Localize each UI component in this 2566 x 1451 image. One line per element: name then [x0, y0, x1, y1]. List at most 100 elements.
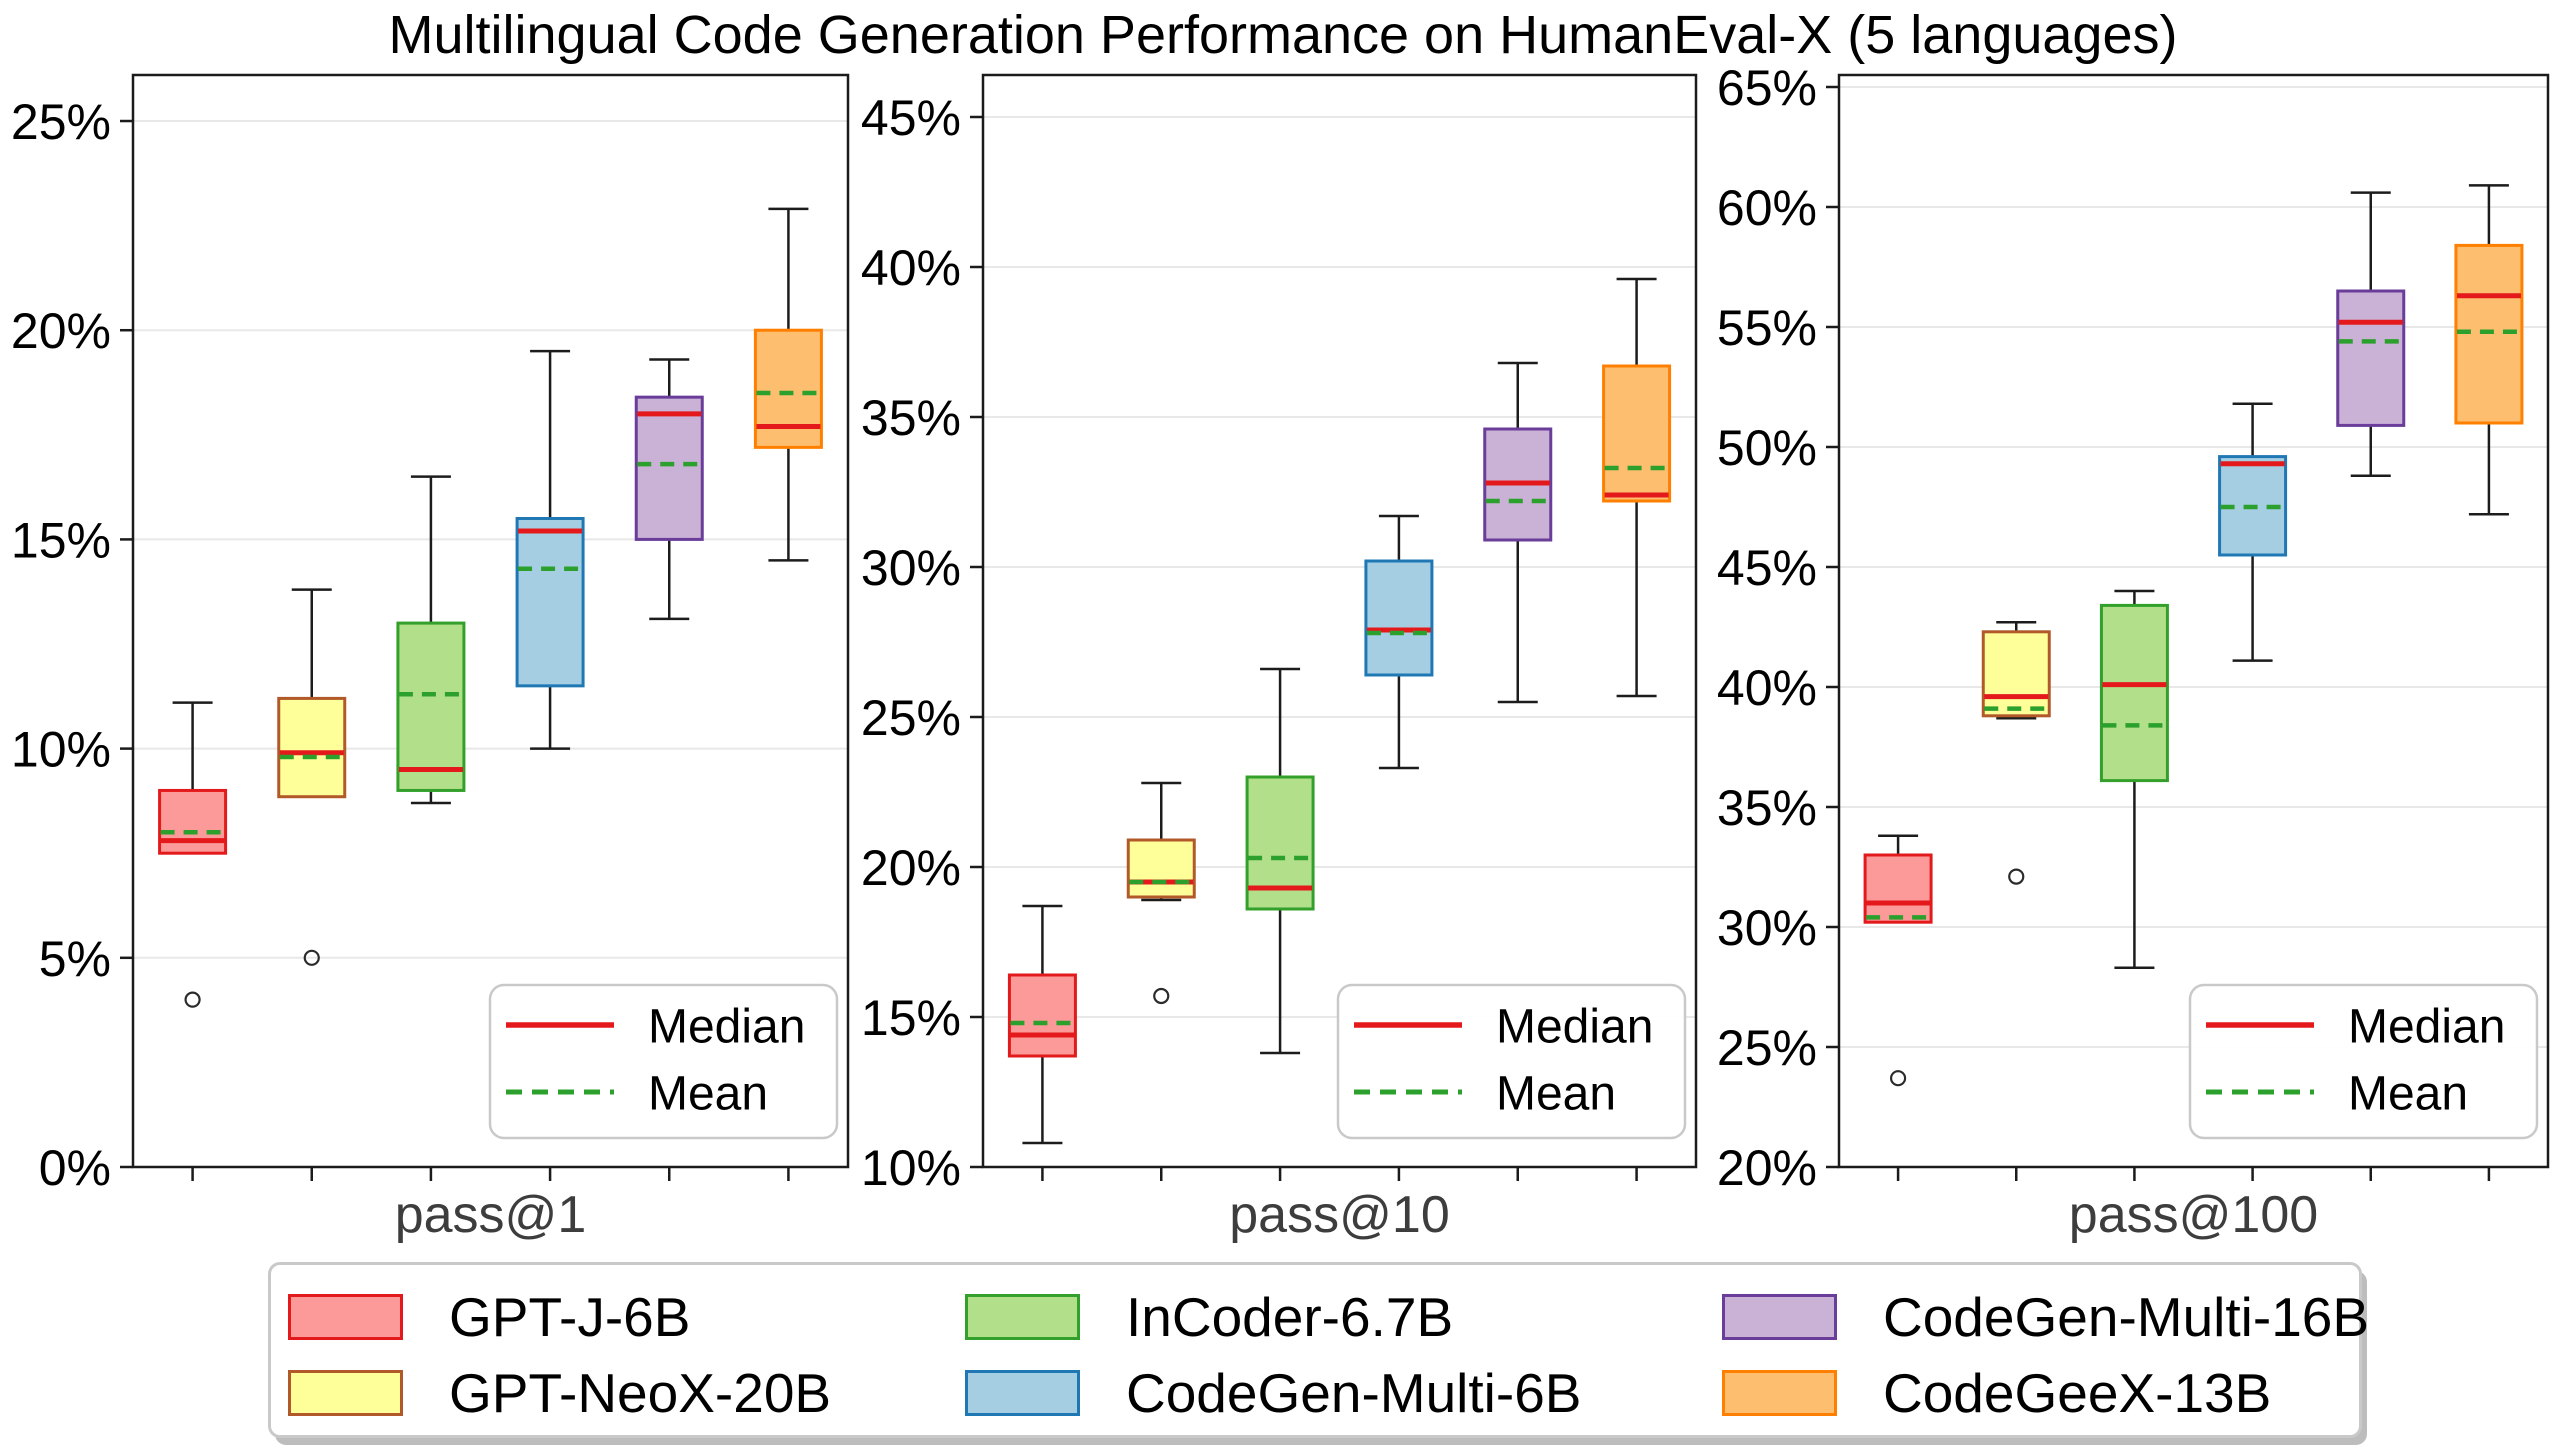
- y-tick-label: 10%: [861, 1140, 961, 1196]
- y-tick-label: 35%: [1717, 780, 1817, 836]
- x-axis-label: pass@100: [2069, 1186, 2318, 1244]
- iqr-box: [277, 696, 347, 799]
- legend-item-codegen-multi-16b: CodeGen-Multi-16B: [1722, 1285, 2369, 1349]
- outlier-point: [2008, 868, 2025, 885]
- legend-item-gpt-neox-20b: GPT-NeoX-20B: [288, 1361, 965, 1425]
- axes-spines: [1837, 73, 2550, 1169]
- legend-swatch-icon: [965, 1370, 1080, 1416]
- legend-item-codegeex-13b: CodeGeeX-13B: [1722, 1361, 2369, 1425]
- iqr-box: [1863, 853, 1933, 924]
- iqr-box: [396, 621, 466, 792]
- legend-item-gpt-j-6b: GPT-J-6B: [288, 1285, 965, 1349]
- y-tick-label: 20%: [1717, 1140, 1817, 1196]
- axes-spines: [981, 73, 1698, 1169]
- y-tick-label: 35%: [861, 390, 961, 446]
- legend-swatch-icon: [288, 1370, 403, 1416]
- y-tick-label: 40%: [1717, 660, 1817, 716]
- outlier-point: [184, 991, 201, 1008]
- y-tick-label: 30%: [861, 540, 961, 596]
- legend-label: InCoder-6.7B: [1126, 1286, 1454, 1348]
- iqr-box: [515, 516, 585, 688]
- iqr-box: [634, 395, 704, 541]
- box-CodeGeeX-13B: [753, 207, 823, 562]
- legend-swatch-icon: [1722, 1294, 1837, 1340]
- iqr-box: [1007, 973, 1077, 1058]
- median-legend-label: Median: [648, 1000, 805, 1053]
- y-tick-label: 60%: [1717, 180, 1817, 236]
- box-CodeGen-Multi-16B: [2336, 191, 2406, 478]
- y-tick-label: 65%: [1717, 60, 1817, 116]
- chart-title: Multilingual Code Generation Performance…: [388, 5, 2178, 65]
- outlier-point: [1153, 987, 1170, 1005]
- median-legend-label: Median: [2348, 1000, 2505, 1053]
- y-tick-label: 45%: [861, 90, 961, 146]
- iqr-box: [1364, 559, 1434, 677]
- box-CodeGen-Multi-6B: [515, 349, 585, 750]
- iqr-box: [2099, 603, 2169, 783]
- mean-legend-label: Mean: [1496, 1067, 1616, 1120]
- x-axis-label: pass@1: [395, 1186, 587, 1244]
- y-tick-label: 40%: [861, 240, 961, 296]
- iqr-box: [1981, 630, 2051, 718]
- legend-item-incoder-6-7b: InCoder-6.7B: [965, 1285, 1722, 1349]
- iqr-box: [2454, 243, 2524, 425]
- y-tick-label: 15%: [11, 512, 111, 568]
- iqr-box: [1602, 364, 1672, 503]
- box-CodeGen-Multi-6B: [1364, 514, 1434, 770]
- panel-inner-legend: Median Mean: [2188, 983, 2539, 1140]
- y-tick-label: 20%: [11, 303, 111, 359]
- box-InCoder-6.7B: [1245, 667, 1315, 1055]
- box-GPT-NeoX-20B: [1981, 620, 2051, 885]
- model-legend: GPT-J-6B InCoder-6.7B CodeGen-Multi-16B …: [268, 1262, 2369, 1438]
- box-CodeGeeX-13B: [2454, 184, 2524, 516]
- panel-inner-legend: Median Mean: [488, 983, 839, 1140]
- box-GPT-NeoX-20B: [1126, 781, 1196, 1005]
- y-tick-label: 25%: [861, 690, 961, 746]
- box-CodeGen-Multi-16B: [1483, 361, 1553, 704]
- y-tick-label: 55%: [1717, 300, 1817, 356]
- box-GPT-NeoX-20B: [277, 588, 347, 966]
- box-CodeGen-Multi-6B: [2218, 402, 2288, 662]
- box-CodeGen-Multi-16B: [634, 358, 704, 621]
- box-InCoder-6.7B: [396, 475, 466, 805]
- iqr-box: [753, 328, 823, 449]
- iqr-box: [158, 788, 228, 855]
- legend-label: GPT-NeoX-20B: [449, 1362, 832, 1424]
- box-GPT-J-6B: [1007, 904, 1077, 1145]
- legend-label: CodeGeeX-13B: [1883, 1362, 2272, 1424]
- panel-inner-legend: Median Mean: [1336, 983, 1687, 1140]
- y-tick-label: 15%: [861, 990, 961, 1046]
- mean-legend-label: Mean: [648, 1067, 768, 1120]
- y-tick-label: 5%: [39, 931, 111, 987]
- legend-swatch-icon: [288, 1294, 403, 1340]
- panel-pass@1: 0% 5% 10% 15% 20% 25% pass@1 Median Mean: [11, 73, 850, 1244]
- legend-item-codegen-multi-6b: CodeGen-Multi-6B: [965, 1361, 1722, 1425]
- legend-label: CodeGen-Multi-6B: [1126, 1362, 1582, 1424]
- y-tick-label: 10%: [11, 722, 111, 778]
- legend-swatch-icon: [965, 1294, 1080, 1340]
- mean-legend-label: Mean: [2348, 1067, 2468, 1120]
- median-legend-label: Median: [1496, 1000, 1653, 1053]
- box-GPT-J-6B: [158, 701, 228, 1008]
- y-tick-label: 0%: [39, 1140, 111, 1196]
- iqr-box: [2336, 289, 2406, 427]
- box-CodeGeeX-13B: [1602, 277, 1672, 698]
- y-tick-label: 25%: [11, 94, 111, 150]
- axes-spines: [131, 73, 850, 1169]
- box-GPT-J-6B: [1863, 834, 1933, 1087]
- panel-pass@10: 10% 15% 20% 25% 30% 35% 40% 45% pass@10 Median Mea…: [861, 73, 1698, 1244]
- y-tick-label: 50%: [1717, 420, 1817, 476]
- panel-pass@100: 20% 25% 30% 35% 40% 45% 50% 55% 60% 65% pass@100 Me…: [1717, 60, 2550, 1244]
- y-tick-label: 45%: [1717, 540, 1817, 596]
- iqr-box: [1126, 838, 1196, 899]
- outlier-point: [1889, 1070, 1907, 1087]
- y-tick-label: 30%: [1717, 900, 1817, 956]
- legend-swatch-icon: [1722, 1370, 1837, 1416]
- legend-label: GPT-J-6B: [449, 1286, 691, 1348]
- box-InCoder-6.7B: [2099, 589, 2169, 970]
- y-tick-label: 25%: [1717, 1020, 1817, 1076]
- y-tick-label: 20%: [861, 840, 961, 896]
- legend-label: CodeGen-Multi-16B: [1883, 1286, 2370, 1348]
